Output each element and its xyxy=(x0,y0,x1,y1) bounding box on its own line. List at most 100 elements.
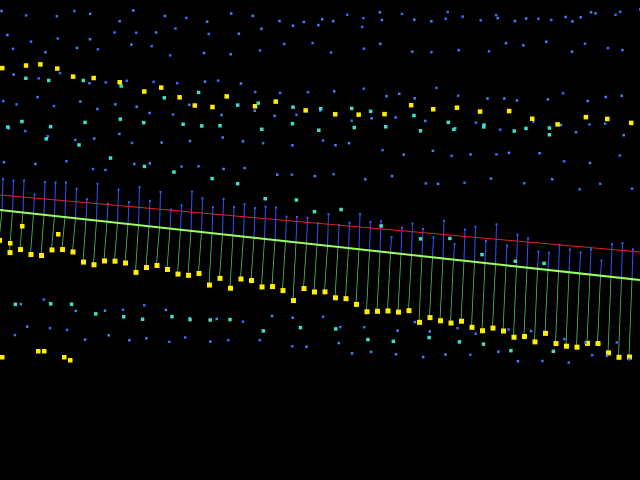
yellow-point xyxy=(522,333,527,339)
blue-point xyxy=(222,197,225,200)
blue-stem xyxy=(463,229,466,261)
blue-point xyxy=(381,148,384,152)
blue-point xyxy=(103,309,107,312)
blue-point xyxy=(44,181,46,184)
cyan-point xyxy=(20,119,24,124)
blue-point xyxy=(114,103,117,106)
blue-point xyxy=(148,162,152,165)
blue-point xyxy=(65,328,69,332)
blue-point xyxy=(91,167,95,171)
yellow-point xyxy=(291,298,296,304)
blue-point xyxy=(319,109,322,112)
blue-point xyxy=(188,139,192,143)
blue-stem xyxy=(600,260,602,276)
cyan-point xyxy=(256,101,260,105)
blue-point xyxy=(285,215,288,218)
blue-point xyxy=(180,204,183,207)
blue-point xyxy=(564,15,567,19)
cyan-point xyxy=(290,121,295,126)
yellow-point xyxy=(322,289,328,295)
yellow-point xyxy=(102,258,107,264)
cyan-point xyxy=(291,105,295,109)
blue-point xyxy=(450,154,453,158)
blue-point xyxy=(350,119,353,123)
green-stem xyxy=(439,258,444,321)
cyan-point xyxy=(547,133,552,137)
cyan-point xyxy=(448,236,452,241)
cyan-point xyxy=(542,261,546,266)
blue-point xyxy=(148,111,151,115)
blue-point xyxy=(590,248,592,251)
blue-stem xyxy=(138,187,140,226)
green-stem xyxy=(397,253,402,312)
blue-stem xyxy=(201,198,203,233)
blue-point xyxy=(121,308,125,312)
blue-point xyxy=(401,226,403,229)
green-stem xyxy=(471,261,475,327)
blue-stem xyxy=(474,226,476,262)
blue-point xyxy=(424,119,427,123)
blue-point xyxy=(479,19,482,22)
yellow-point xyxy=(564,343,569,349)
blue-point xyxy=(201,197,204,200)
blue-point xyxy=(168,54,172,57)
blue-point xyxy=(362,87,365,90)
cyan-point xyxy=(418,237,423,241)
cyan-point xyxy=(235,103,240,107)
green-stem xyxy=(282,241,286,291)
blue-point xyxy=(413,320,417,324)
yellow-point xyxy=(154,263,160,269)
yellow-point xyxy=(186,272,191,278)
cyan-point xyxy=(121,315,126,319)
yellow-point xyxy=(177,95,182,100)
blue-point xyxy=(444,353,447,356)
cyan-point xyxy=(140,317,145,321)
blue-point xyxy=(579,251,582,254)
cyan-point xyxy=(261,329,266,333)
blue-point xyxy=(632,248,634,251)
blue-point xyxy=(229,12,233,15)
blue-point xyxy=(42,298,46,301)
blue-point xyxy=(34,162,37,166)
blue-point xyxy=(360,25,364,29)
blue-point xyxy=(611,243,613,246)
blue-point xyxy=(65,159,68,163)
blue-point xyxy=(163,14,167,18)
green-stem xyxy=(145,226,150,268)
blue-point xyxy=(291,24,295,27)
yellow-point xyxy=(270,284,275,290)
yellow-point xyxy=(56,232,61,237)
yellow-point xyxy=(574,344,580,350)
cyan-point xyxy=(457,340,462,344)
green-stem xyxy=(565,272,570,346)
yellow-point xyxy=(70,74,76,79)
yellow-point xyxy=(605,116,610,122)
yellow-point xyxy=(354,301,359,307)
yellow-point xyxy=(28,252,34,258)
green-stem xyxy=(313,244,318,292)
yellow-point xyxy=(42,349,47,354)
cyan-point xyxy=(235,181,240,186)
yellow-point xyxy=(616,354,622,360)
blue-point xyxy=(369,220,372,223)
blue-point xyxy=(260,27,263,31)
blue-point xyxy=(29,40,33,43)
blue-point xyxy=(55,14,59,18)
yellow-point xyxy=(490,325,496,331)
blue-point xyxy=(461,15,464,18)
blue-point xyxy=(188,103,191,107)
blue-point xyxy=(107,334,110,337)
green-stem xyxy=(492,264,496,328)
blue-stem xyxy=(369,221,371,251)
yellow-point xyxy=(224,94,229,99)
yellow-point xyxy=(417,319,422,325)
yellow-point xyxy=(39,252,44,258)
blue-point xyxy=(296,215,298,218)
blue-point xyxy=(474,332,477,335)
cyan-point xyxy=(83,120,87,125)
blue-point xyxy=(205,20,209,23)
blue-point xyxy=(362,16,365,20)
blue-point xyxy=(428,330,431,333)
cyan-point xyxy=(172,170,176,174)
green-stem xyxy=(355,249,360,304)
